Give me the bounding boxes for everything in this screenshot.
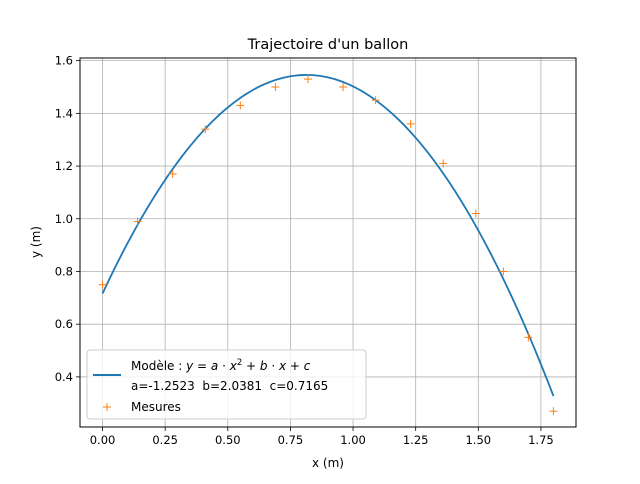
measure-point xyxy=(339,82,348,91)
measure-point xyxy=(371,96,380,105)
legend-measures-label: Mesures xyxy=(131,400,181,414)
measure-point xyxy=(499,267,508,276)
measure-point xyxy=(236,101,245,110)
legend: Modèle : y = a · x2 + b · x + c a=-1.252… xyxy=(86,349,367,420)
ticks: 0.00 0.25 0.50 0.75 1.00 1.25 1.50 1.75 0.4 0.6 0.… xyxy=(55,54,554,447)
measure-point xyxy=(549,407,558,416)
measure-point xyxy=(271,82,280,91)
legend-measures-swatch xyxy=(103,403,111,411)
measure-point xyxy=(406,119,415,128)
measure-point xyxy=(524,333,533,342)
x-tick-label: 0.25 xyxy=(152,433,178,447)
measure-point xyxy=(98,280,107,289)
x-axis-label: x (m) xyxy=(312,456,344,470)
model-curve xyxy=(101,74,555,397)
x-tick-label: 1.50 xyxy=(465,433,491,447)
x-tick-label: 0.75 xyxy=(278,433,304,447)
x-tick-label: 1.00 xyxy=(340,433,366,447)
x-tick-label: 1.75 xyxy=(528,433,554,447)
x-tick-label: 0.50 xyxy=(215,433,241,447)
y-tick-label: 1.6 xyxy=(55,54,73,68)
measure-point xyxy=(201,125,210,134)
measure-point xyxy=(303,75,312,84)
y-tick-label: 1.4 xyxy=(55,106,73,120)
legend-box xyxy=(86,349,367,420)
y-tick-label: 0.6 xyxy=(55,317,73,331)
legend-model-label: Modèle : y = a · x2 + b · x + c xyxy=(131,358,311,373)
measure-point xyxy=(168,169,177,178)
axes-frame xyxy=(79,57,577,428)
y-tick-label: 1.2 xyxy=(55,159,73,173)
y-tick-label: 1.0 xyxy=(55,212,73,226)
x-tick-label: 1.25 xyxy=(403,433,429,447)
chart-title: Trajectoire d'un ballon xyxy=(247,37,409,53)
y-tick-label: 0.8 xyxy=(55,264,73,278)
y-tick-label: 0.4 xyxy=(55,370,73,384)
y-axis-label: y (m) xyxy=(29,226,43,258)
measure-points-layer xyxy=(98,75,558,416)
x-tick-label: 0.00 xyxy=(90,433,116,447)
measure-point xyxy=(439,159,448,168)
model-curve-layer xyxy=(101,74,555,397)
measure-point xyxy=(471,209,480,218)
legend-model-coefficients: a=-1.2523 b=2.0381 c=0.7165 xyxy=(131,379,328,393)
measure-point xyxy=(133,217,142,226)
